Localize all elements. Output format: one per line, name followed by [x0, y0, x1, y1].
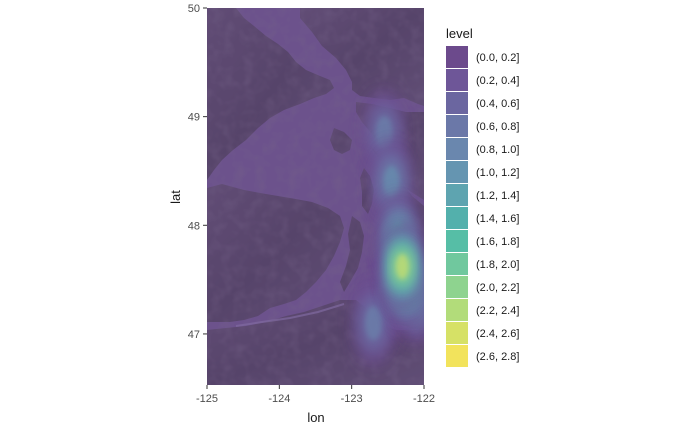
legend-items: (0.0, 0.2] (0.2, 0.4] (0.4, 0.6] (0.6, 0.8]…: [446, 46, 519, 367]
legend-label: (0.2, 0.4]: [476, 75, 519, 87]
legend-swatch: [446, 253, 468, 275]
legend-label: (2.4, 2.6]: [476, 328, 519, 340]
legend-label: (2.6, 2.8]: [476, 351, 519, 363]
x-tick-label: -124: [268, 393, 290, 405]
legend-swatch: [446, 299, 468, 321]
legend-label: (2.2, 2.4]: [476, 305, 519, 317]
legend-swatch: [446, 138, 468, 160]
legend-label: (1.4, 1.6]: [476, 213, 519, 225]
x-axis-title: lon: [307, 410, 324, 425]
legend-swatch: [446, 207, 468, 229]
density-blob: [352, 279, 395, 368]
legend-swatch: [446, 276, 468, 298]
density-contour: [383, 166, 400, 198]
legend-swatch: [446, 92, 468, 114]
legend-swatch: [446, 184, 468, 206]
legend: level (0.0, 0.2] (0.2, 0.4] (0.4, 0.6] (0.6…: [446, 26, 519, 367]
legend-label: (0.0, 0.2]: [476, 52, 519, 64]
legend-label: (1.0, 1.2]: [476, 167, 519, 179]
legend-swatch: [446, 322, 468, 344]
density-contour: [365, 306, 382, 340]
legend-swatch: [446, 230, 468, 252]
legend-swatch: [446, 345, 468, 367]
density-layer: [352, 88, 424, 368]
density-contour: [396, 253, 409, 280]
columbia-river: [235, 303, 345, 327]
y-axis: 47 48 49 50 lat: [168, 3, 207, 341]
legend-label: (1.6, 1.8]: [476, 236, 519, 248]
y-tick-label: 50: [188, 3, 200, 15]
y-tick-label: 47: [188, 329, 200, 341]
y-axis-title: lat: [168, 190, 183, 204]
map-panel: [207, 8, 424, 385]
x-axis: -125 -124 -123 -122 lon: [196, 385, 435, 425]
legend-label: (2.0, 2.2]: [476, 282, 519, 294]
density-blob: [381, 222, 424, 311]
legend-title: level: [446, 26, 473, 41]
x-tick-label: -123: [341, 393, 363, 405]
legend-swatch: [446, 161, 468, 183]
x-ticks: -125 -124 -123 -122: [196, 385, 435, 405]
legend-label: (1.8, 2.0]: [476, 259, 519, 271]
y-tick-label: 49: [188, 112, 200, 124]
x-tick-label: -122: [413, 393, 435, 405]
y-ticks: 47 48 49 50: [188, 3, 207, 341]
legend-swatch: [446, 69, 468, 91]
legend-swatch: [446, 115, 468, 137]
legend-label: (0.4, 0.6]: [476, 98, 519, 110]
legend-label: (0.6, 0.8]: [476, 121, 519, 133]
x-tick-label: -125: [196, 393, 218, 405]
legend-label: (1.2, 1.4]: [476, 190, 519, 202]
legend-swatch: [446, 46, 468, 68]
legend-label: (0.8, 1.0]: [476, 144, 519, 156]
y-tick-label: 48: [188, 220, 200, 232]
